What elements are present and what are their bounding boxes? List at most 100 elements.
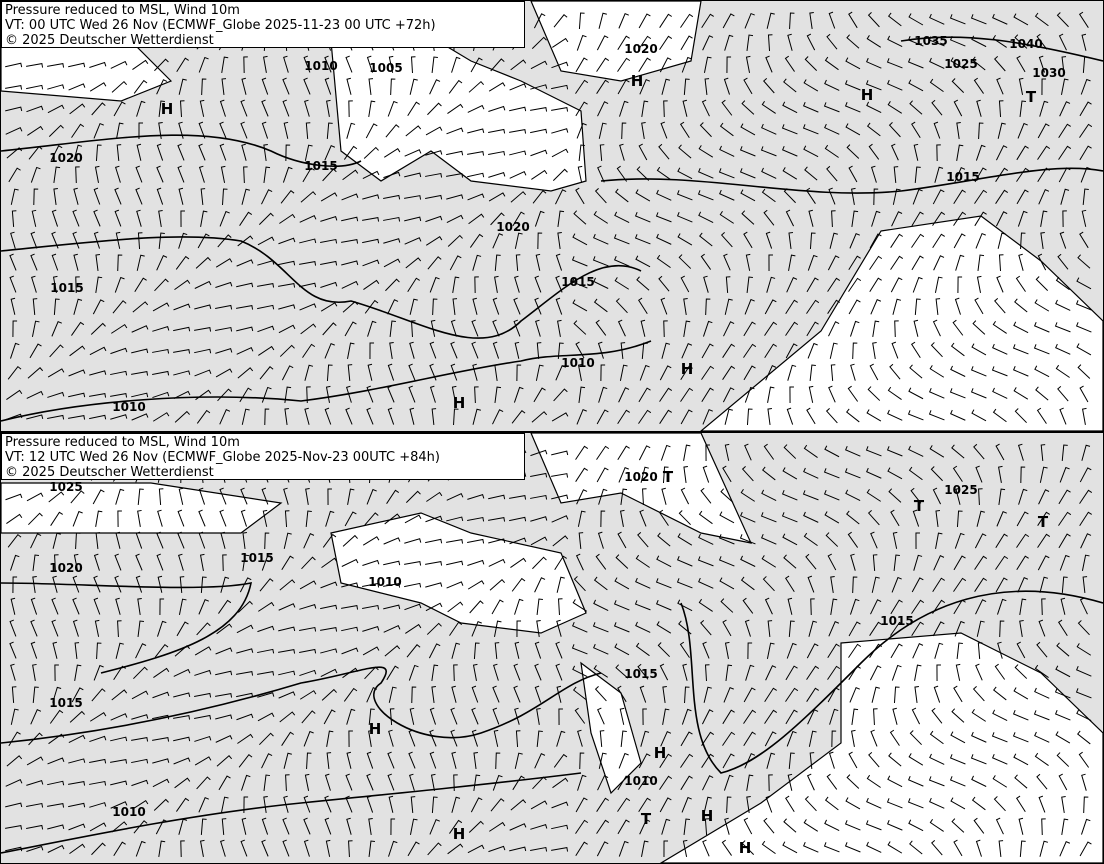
wind-barb — [383, 147, 401, 158]
wind-barb — [174, 645, 191, 657]
wind-barb — [578, 532, 584, 550]
wind-barb — [555, 189, 567, 205]
wind-barb — [278, 626, 296, 632]
wind-barb — [68, 823, 86, 831]
wind-barb — [719, 210, 734, 224]
wind-barb — [198, 598, 209, 615]
wind-barb — [69, 345, 86, 357]
wind-barb — [469, 233, 484, 248]
wind-barb — [341, 193, 359, 201]
wind-barb — [278, 324, 296, 334]
wind-barb — [9, 253, 17, 271]
wind-barb — [383, 583, 401, 588]
wind-barb — [976, 510, 985, 527]
wind-barb — [848, 277, 862, 292]
wind-barb — [368, 708, 375, 726]
wind-barb — [492, 685, 500, 703]
wind-barb — [425, 236, 443, 246]
wind-barb — [766, 752, 776, 769]
wind-barb — [593, 211, 608, 224]
wind-barb — [467, 538, 485, 544]
wind-barb — [597, 707, 605, 725]
wind-barb — [993, 796, 1006, 812]
wind-barb — [383, 171, 401, 179]
wind-barb — [867, 510, 880, 526]
wind-barb — [385, 124, 400, 138]
wind-barb — [954, 297, 961, 315]
wind-barb — [278, 260, 296, 266]
wind-barb — [346, 751, 352, 769]
wind-barb — [1034, 752, 1049, 767]
wind-barb — [324, 773, 331, 791]
wind-barb — [1020, 232, 1026, 250]
wind-barb — [739, 168, 756, 179]
wind-barb — [809, 12, 814, 29]
wind-barb — [278, 283, 296, 288]
wind-barb — [697, 167, 714, 179]
wind-barb — [174, 777, 191, 789]
wind-barb — [1014, 298, 1028, 313]
wind-barb — [803, 532, 818, 547]
wind-barb — [1036, 773, 1048, 790]
wind-barb — [744, 298, 755, 315]
wind-barb — [953, 685, 963, 703]
wind-barb — [194, 348, 212, 354]
wind-barb — [658, 509, 669, 526]
wind-barb — [809, 364, 816, 382]
wind-barb — [278, 670, 296, 676]
wind-barb — [93, 597, 101, 615]
wind-barb — [195, 389, 212, 401]
isobar-label: 1010 — [368, 575, 402, 589]
wind-barb — [261, 121, 269, 139]
calm-area — [1, 482, 283, 534]
wind-barb — [614, 211, 630, 224]
wind-barb — [788, 232, 794, 249]
wind-barb — [908, 466, 923, 481]
wind-barb — [425, 172, 443, 178]
wind-barb — [598, 12, 607, 29]
isobar — [680, 590, 1103, 774]
wind-barb — [263, 774, 271, 791]
wind-barb — [299, 261, 317, 266]
wind-barb — [911, 121, 921, 139]
wind-barb — [364, 666, 379, 680]
wind-barb — [178, 818, 188, 835]
wind-barb — [761, 100, 776, 114]
wind-barb — [220, 796, 229, 813]
wind-barb — [908, 753, 924, 766]
wind-barb — [110, 759, 128, 764]
wind-barb — [574, 707, 586, 724]
wind-barb — [929, 78, 944, 93]
wind-barb — [999, 620, 1005, 638]
wind-barb — [488, 128, 506, 134]
wind-barb — [788, 254, 796, 271]
low-pressure-marker: T — [640, 810, 652, 828]
isobar-label: 1015 — [240, 551, 274, 565]
wind-barb — [760, 512, 777, 523]
wind-barb — [492, 409, 504, 425]
wind-barb — [914, 686, 919, 703]
wind-barb — [865, 80, 882, 91]
wind-barb — [929, 445, 945, 458]
calm-area — [580, 661, 642, 795]
wind-barb — [68, 392, 86, 398]
wind-barb — [619, 707, 625, 725]
wind-barb — [89, 758, 107, 764]
wind-barb — [1081, 33, 1087, 51]
wind-barb — [343, 145, 358, 160]
wind-barb — [117, 254, 123, 272]
wind-barb — [850, 553, 856, 571]
wind-barb — [322, 168, 337, 182]
wind-barb — [405, 623, 422, 634]
wind-barb — [638, 797, 651, 812]
wind-barb — [536, 730, 543, 748]
wind-barb — [741, 210, 755, 225]
wind-barb — [469, 600, 484, 614]
wind-barb — [73, 253, 79, 271]
wind-barb — [910, 341, 921, 358]
wind-barb — [1041, 598, 1046, 616]
wind-barb — [848, 621, 861, 637]
wind-barb — [913, 319, 919, 337]
wind-barb — [283, 55, 289, 73]
wind-barb — [5, 127, 23, 135]
